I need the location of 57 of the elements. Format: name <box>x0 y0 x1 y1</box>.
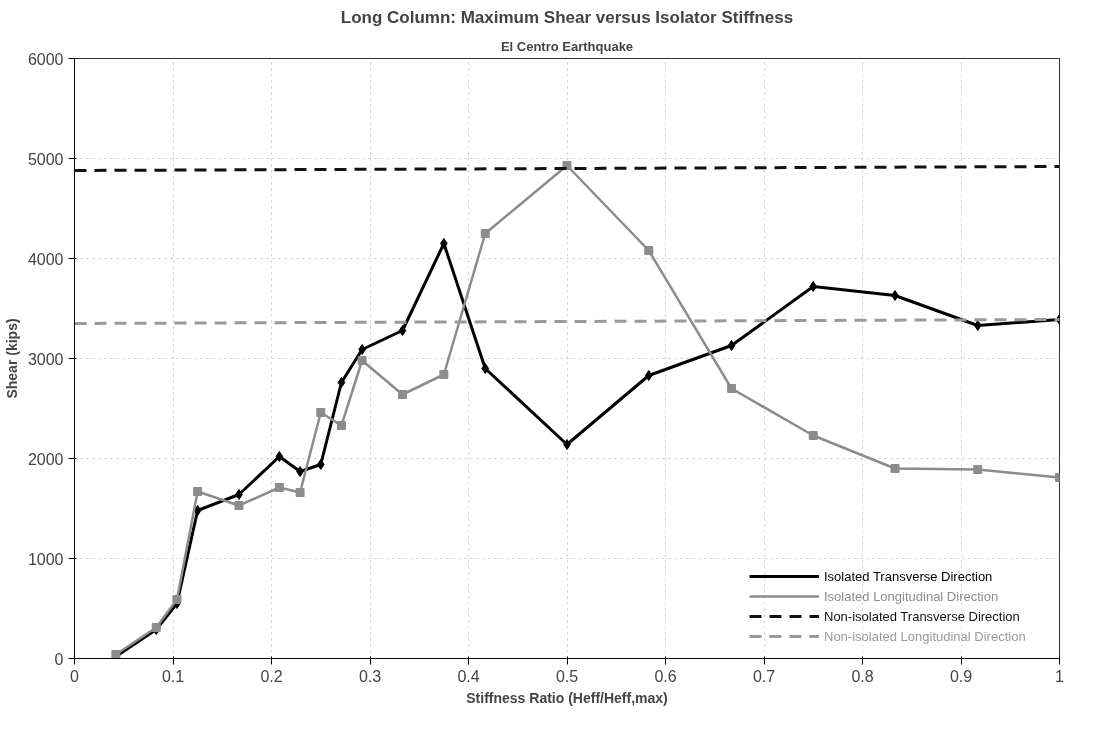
y-tick-label: 3000 <box>27 350 64 368</box>
text: Non-isolated Transverse Direction <box>824 608 1020 624</box>
y-tick-label: 0 <box>54 650 64 668</box>
point <box>440 238 448 249</box>
x-tick-label: 0.7 <box>752 667 776 685</box>
point <box>316 459 325 470</box>
text: Non-isolated Longitudinal Direction <box>824 628 1026 644</box>
y-tick-label: 4000 <box>27 250 64 268</box>
point <box>316 408 326 417</box>
x-tick-label: 0.2 <box>260 667 283 685</box>
point <box>336 421 346 430</box>
point <box>973 320 982 331</box>
chart-title: Long Column: Maximum Shear versus Isolator Stiffness <box>340 7 794 27</box>
point <box>973 465 983 474</box>
point <box>563 439 571 450</box>
point <box>809 281 818 292</box>
y-tick-label: 2000 <box>27 450 64 468</box>
x-tick-label: 0.4 <box>457 667 480 685</box>
y-tick-label: 6000 <box>27 50 64 68</box>
x-tick-label: 0.9 <box>949 667 973 685</box>
text: Isolated Transverse Direction <box>824 568 993 584</box>
point <box>480 229 490 238</box>
point <box>644 370 653 381</box>
x-tick-label: 0 <box>70 667 80 685</box>
x-tick-label: 0.5 <box>555 667 579 685</box>
x-tick-label: 0.3 <box>358 667 382 685</box>
point <box>439 370 449 379</box>
x-axis-title: Stiffness Ratio (Heff/Heff,max) <box>466 689 668 706</box>
point <box>890 464 900 473</box>
point <box>275 451 284 462</box>
point <box>296 466 304 477</box>
point <box>357 356 367 365</box>
y-axis-title: Shear (kips) <box>3 318 20 399</box>
point <box>644 246 654 255</box>
point <box>727 340 736 351</box>
point <box>234 501 244 510</box>
chart-subtitle: El Centro Earthquake <box>500 38 634 54</box>
x-tick-label: 1 <box>1055 667 1065 685</box>
point <box>726 384 736 393</box>
text: Isolated Longitudinal Direction <box>824 588 999 604</box>
point <box>398 390 408 399</box>
x-tick-label: 0.8 <box>851 667 874 685</box>
x-tick-label: 0.6 <box>654 667 677 685</box>
y-tick-label: 5000 <box>27 150 64 168</box>
x-tick-label: 0.1 <box>161 667 185 685</box>
y-tick-label: 1000 <box>27 550 64 568</box>
point <box>295 488 305 497</box>
point <box>172 595 182 604</box>
point <box>358 344 366 355</box>
point <box>891 290 899 301</box>
point <box>337 377 346 388</box>
point <box>481 363 490 374</box>
point <box>398 325 407 336</box>
point <box>235 489 243 500</box>
point <box>808 431 818 440</box>
point <box>193 487 203 496</box>
point <box>274 483 284 492</box>
